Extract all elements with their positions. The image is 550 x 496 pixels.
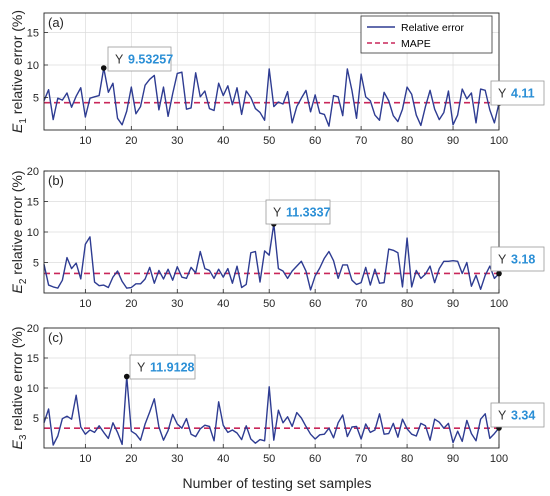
relative-error-line (43, 375, 500, 446)
y-tick-label: 5 (33, 413, 39, 425)
datatip-value: 11.3337 (286, 206, 331, 220)
y-axis-label-subscript: 3 (18, 434, 29, 440)
datatip-box (265, 199, 331, 225)
x-tick-label: 40 (217, 453, 229, 465)
y-tick-label: 15 (27, 353, 39, 365)
x-tick-label: 30 (171, 453, 183, 465)
datatip-box (490, 402, 545, 428)
datatip-box (129, 354, 196, 380)
y-axis-label-symbol: E (9, 123, 25, 133)
legend-mape-label: MAPE (401, 38, 431, 50)
x-tick-label: 80 (401, 453, 413, 465)
x-tick-label: 100 (490, 135, 508, 147)
datatip-end[interactable]: Y 3.18 (490, 246, 545, 277)
panel-label: (a) (48, 15, 64, 30)
datatip-prefix: Y (273, 206, 282, 220)
datatip-prefix: Y (498, 87, 507, 101)
y-tick-label: 15 (27, 197, 39, 209)
y-tick-label: 10 (27, 227, 39, 239)
x-tick-label: 60 (309, 135, 321, 147)
datatip-marker (123, 373, 130, 380)
datatip-box (490, 80, 545, 106)
panel-label: (b) (48, 173, 64, 188)
y-axis-label-text: relative error (%) (9, 326, 25, 434)
datatip-marker (100, 65, 107, 71)
y-axis-label-subscript: 2 (18, 278, 29, 284)
y-axis-label-subscript: 1 (18, 118, 29, 124)
x-tick-label: 70 (355, 453, 367, 465)
datatip-peak[interactable]: Y 9.53257 (100, 46, 173, 72)
datatip-value: 4.11 (511, 87, 535, 101)
panel-1: 10 20 30 40 50 60 70 80 90 100 5 10 15 (a) E1 relative… (9, 10, 545, 147)
axes-box (43, 12, 500, 131)
relative-error-line (43, 67, 500, 127)
datatip-box (490, 246, 545, 272)
x-tick-label: 40 (217, 135, 229, 147)
x-tick-label: 10 (79, 298, 91, 310)
x-tick-label: 20 (125, 298, 137, 310)
x-tick-label: 10 (79, 135, 91, 147)
legend-series-label: Relative error (401, 22, 465, 34)
datatip-end[interactable]: Y 4.11 (490, 80, 545, 107)
x-tick-label: 10 (79, 453, 91, 465)
panel-2: 10 20 30 40 50 60 70 80 90 100 5 10 15 20 (b) E2 relati… (9, 166, 545, 310)
x-tick-label: 50 (263, 135, 275, 147)
x-tick-label: 90 (447, 298, 459, 310)
y-axis-label: E1 relative error (%) (9, 10, 29, 133)
x-tick-label: 90 (447, 135, 459, 147)
x-tick-label: 30 (171, 135, 183, 147)
y-axis-label-text: relative error (%) (9, 170, 25, 278)
y-axis-label-text: relative error (%) (9, 10, 25, 118)
datatip-end[interactable]: Y 3.34 (490, 402, 545, 431)
y-axis-label: E3 relative error (%) (9, 326, 29, 449)
relative-error-line (43, 223, 500, 291)
panel-label: (c) (48, 330, 63, 345)
x-tick-label: 100 (490, 453, 508, 465)
y-tick-label: 5 (33, 258, 39, 270)
x-tick-label: 30 (171, 298, 183, 310)
x-tick-label: 100 (490, 298, 508, 310)
x-tick-label: 50 (263, 453, 275, 465)
y-tick-label: 20 (27, 323, 39, 335)
panel-3: 10 20 30 40 50 60 70 80 90 100 5 10 15 20 (c) E3 relati… (9, 323, 545, 465)
x-tick-label: 70 (355, 298, 367, 310)
datatip-prefix: Y (498, 409, 507, 423)
datatip-peak[interactable]: Y 11.9128 (123, 354, 196, 380)
x-tick-label: 90 (447, 453, 459, 465)
x-tick-label: 50 (263, 298, 275, 310)
legend-box (360, 15, 493, 54)
datatip-box (107, 46, 172, 72)
y-tick-label: 10 (27, 60, 39, 72)
y-axis-label-symbol: E (9, 284, 25, 294)
x-tick-label: 60 (309, 298, 321, 310)
datatip-prefix: Y (115, 53, 124, 67)
y-tick-label: 20 (27, 166, 39, 178)
datatip-value: 3.18 (511, 253, 535, 267)
x-tick-label: 20 (125, 453, 137, 465)
datatip-value: 9.53257 (128, 53, 173, 67)
datatip-marker (496, 270, 502, 277)
datatip-prefix: Y (137, 361, 146, 375)
x-tick-label: 20 (125, 135, 137, 147)
y-axis-label-symbol: E (9, 440, 25, 450)
y-tick-label: 5 (33, 93, 39, 105)
x-tick-label: 80 (401, 135, 413, 147)
datatip-prefix: Y (498, 253, 507, 267)
datatip-value: 11.9128 (150, 361, 195, 375)
legend: Relative error MAPE (360, 15, 493, 54)
y-axis-label: E2 relative error (%) (9, 170, 29, 293)
datatip-peak[interactable]: Y 11.3337 (265, 199, 331, 227)
x-tick-label: 80 (401, 298, 413, 310)
x-tick-label: 60 (309, 453, 321, 465)
datatip-value: 3.34 (511, 409, 535, 423)
y-tick-label: 15 (27, 28, 39, 40)
x-axis-label: Number of testing set samples (182, 475, 371, 491)
x-tick-label: 70 (355, 135, 367, 147)
y-tick-label: 10 (27, 383, 39, 395)
x-tick-label: 40 (217, 298, 229, 310)
